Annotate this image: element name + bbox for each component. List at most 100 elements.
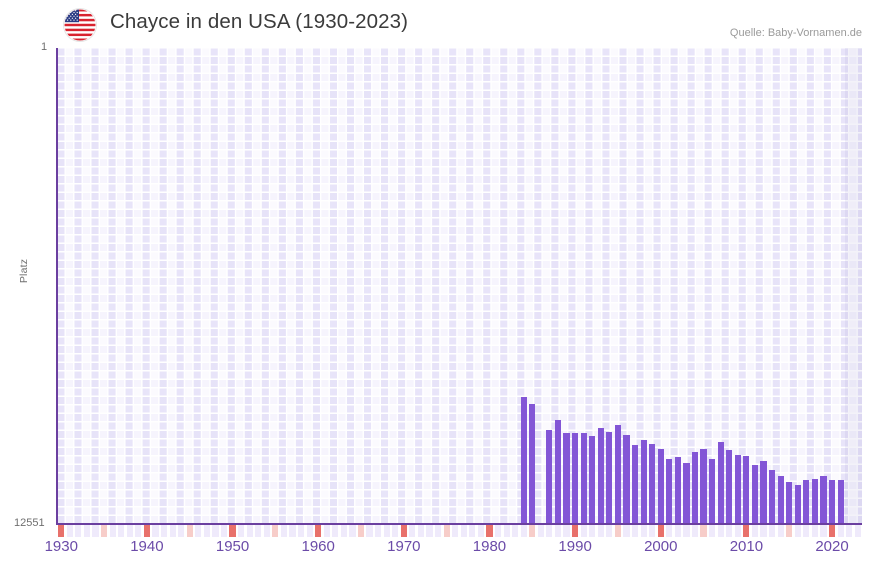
x-tick-mark [563, 525, 570, 537]
x-tick-mark [263, 525, 270, 537]
x-tick-label: 2000 [644, 538, 678, 555]
x-tick-mark [589, 525, 596, 537]
x-tick-mark [520, 525, 527, 537]
chart-header: Chayce in den USA (1930-2023) Quelle: Ba… [0, 0, 873, 46]
x-tick-mark [623, 525, 630, 537]
x-tick-mark [580, 525, 587, 537]
x-tick-mark [768, 525, 776, 537]
x-tick-mark [554, 525, 562, 537]
bar [589, 435, 596, 524]
x-tick-mark [101, 525, 108, 537]
bar [640, 440, 647, 524]
x-tick-mark [657, 525, 664, 537]
x-tick-mark [212, 525, 219, 537]
x-tick-mark [717, 525, 724, 537]
x-tick-mark [186, 525, 193, 537]
bar [794, 484, 801, 524]
bar [623, 434, 630, 524]
us-flag-icon [64, 9, 96, 41]
x-tick-mark [92, 525, 99, 537]
x-tick-mark [751, 525, 759, 537]
x-tick-mark [794, 525, 801, 537]
x-tick-mark [297, 525, 305, 537]
y-axis-bottom-label: 12551 [14, 517, 45, 529]
bar [649, 444, 656, 524]
x-tick-label: 1970 [387, 538, 421, 555]
x-tick-mark [203, 525, 210, 537]
x-tick-mark [614, 525, 621, 537]
x-axis-line [56, 523, 862, 525]
x-tick-mark [392, 525, 399, 537]
x-tick-mark [306, 525, 313, 537]
x-tick-mark [409, 525, 416, 537]
x-tick-mark [709, 525, 716, 537]
bar [717, 442, 724, 524]
x-tick-mark [452, 525, 459, 537]
x-tick-mark [760, 525, 767, 537]
bar [563, 433, 570, 524]
x-tick-mark [820, 525, 827, 537]
x-tick-mark [400, 525, 407, 537]
bar [768, 469, 776, 524]
y-axis-line [56, 48, 58, 524]
x-tick-mark [726, 525, 733, 537]
bar [828, 479, 836, 524]
x-tick-mark [572, 525, 579, 537]
x-tick-label: 1940 [130, 538, 164, 555]
y-axis-top-label: 1 [41, 41, 48, 53]
x-tick-mark [272, 525, 279, 537]
x-tick-mark [837, 525, 844, 537]
x-tick-mark [289, 525, 296, 537]
x-tick-mark [666, 525, 673, 537]
bar [837, 479, 844, 524]
bar [546, 429, 553, 524]
x-tick-mark [477, 525, 484, 537]
bar [580, 432, 587, 524]
x-tick-mark [340, 525, 347, 537]
x-tick-label: 1930 [44, 538, 78, 555]
bar [674, 457, 681, 524]
x-tick-mark [486, 525, 493, 537]
x-tick-mark [238, 525, 245, 537]
bar [614, 425, 621, 524]
bar [811, 478, 818, 524]
bar [657, 449, 664, 524]
x-tick-mark [691, 525, 699, 537]
x-tick-mark [494, 525, 502, 537]
x-tick-mark [469, 525, 476, 537]
x-tick-label: 1950 [215, 538, 250, 555]
x-tick-label: 1960 [301, 538, 335, 555]
x-tick-mark [512, 525, 519, 537]
grid-lines [57, 48, 862, 524]
x-tick-mark [366, 525, 373, 537]
bar [751, 465, 759, 524]
x-tick-mark [734, 525, 741, 537]
x-tick-mark [349, 525, 356, 537]
x-tick-mark [443, 525, 450, 537]
x-tick-mark [135, 525, 142, 537]
y-axis-title: Platz [18, 258, 30, 284]
bar [743, 456, 750, 524]
bar [777, 476, 784, 524]
x-tick-mark [631, 525, 639, 537]
x-tick-mark [811, 525, 818, 537]
x-tick-mark [220, 525, 228, 537]
x-tick-mark [846, 525, 853, 537]
x-tick-mark [160, 525, 168, 537]
x-tick-mark [854, 525, 861, 537]
x-tick-mark [58, 525, 65, 537]
x-tick-mark [109, 525, 116, 537]
x-axis-tick-labels: 1930 1940 1950 1960 1970 1980 1990 2000 2010 2020 [0, 538, 873, 564]
bar [700, 448, 707, 524]
bar [786, 481, 793, 524]
x-tick-mark [537, 525, 544, 537]
x-tick-mark [229, 525, 236, 537]
x-tick-mark [743, 525, 750, 537]
x-tick-mark [126, 525, 133, 537]
x-tick-mark [777, 525, 784, 537]
x-tick-mark [383, 525, 390, 537]
x-tick-mark [169, 525, 176, 537]
x-tick-mark [649, 525, 656, 537]
x-tick-mark [195, 525, 202, 537]
x-tick-mark [597, 525, 604, 537]
